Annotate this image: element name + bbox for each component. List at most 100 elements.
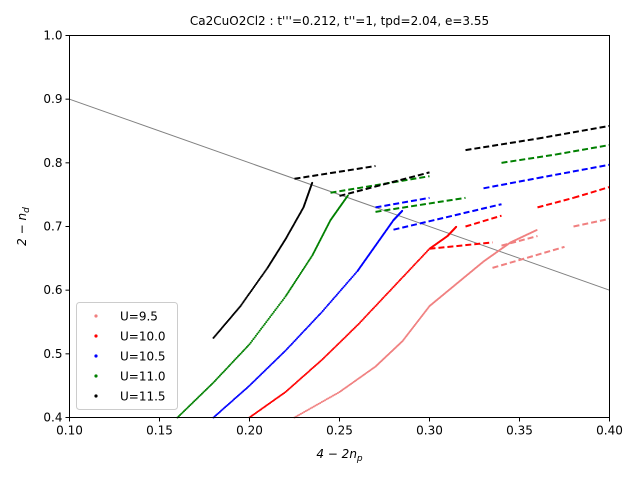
data-point bbox=[323, 308, 326, 311]
data-point bbox=[309, 257, 312, 260]
data-point bbox=[374, 305, 377, 308]
data-point bbox=[341, 339, 344, 342]
data-point bbox=[304, 410, 307, 413]
data-point bbox=[370, 309, 373, 312]
x-axis-label-sub: p bbox=[356, 454, 363, 464]
data-point bbox=[292, 283, 295, 286]
data-point bbox=[293, 383, 296, 386]
data-point bbox=[305, 327, 308, 330]
data-point bbox=[418, 258, 421, 261]
data-point bbox=[274, 309, 277, 312]
data-point bbox=[298, 274, 300, 277]
data-point bbox=[311, 406, 314, 409]
data-point bbox=[323, 356, 326, 359]
data-point bbox=[287, 388, 290, 391]
data-point bbox=[319, 312, 322, 315]
legend-marker bbox=[94, 374, 98, 378]
x-axis-label-main: 4 − 2n bbox=[316, 447, 357, 461]
data-point bbox=[350, 330, 353, 333]
dashed-segment bbox=[483, 177, 538, 190]
data-point bbox=[186, 406, 189, 409]
data-point bbox=[342, 286, 345, 289]
data-point bbox=[307, 260, 310, 263]
data-point bbox=[353, 273, 356, 276]
y-tick-label: 0.9 bbox=[43, 92, 62, 106]
data-point bbox=[300, 270, 303, 273]
data-point bbox=[383, 295, 386, 298]
dashed-segment bbox=[555, 144, 610, 156]
data-point bbox=[316, 362, 319, 365]
data-point bbox=[294, 280, 297, 283]
data-point bbox=[231, 399, 234, 402]
data-point bbox=[216, 377, 219, 380]
data-point bbox=[193, 400, 196, 403]
series-U=10.5 bbox=[212, 163, 610, 419]
data-point bbox=[190, 402, 193, 405]
legend-marker bbox=[94, 394, 98, 398]
data-point bbox=[335, 293, 338, 296]
data-point bbox=[258, 329, 261, 332]
data-point bbox=[312, 405, 315, 408]
data-point bbox=[285, 294, 288, 297]
data-point bbox=[285, 389, 288, 392]
data-point bbox=[346, 281, 349, 284]
legend-items: U=9.5 U=10.0 U=10.5 U=11.0 U=11.5 bbox=[94, 310, 166, 404]
data-point bbox=[328, 302, 331, 305]
data-point bbox=[197, 396, 200, 399]
data-point bbox=[306, 326, 309, 329]
data-point bbox=[253, 379, 256, 382]
dashed-segment bbox=[429, 241, 493, 250]
x-tick-label: 0.20 bbox=[236, 424, 263, 438]
data-point bbox=[243, 389, 246, 392]
data-point bbox=[391, 287, 394, 290]
data-point bbox=[272, 360, 275, 363]
dashed-segment bbox=[294, 165, 376, 180]
data-point bbox=[398, 279, 401, 282]
data-point bbox=[227, 365, 230, 368]
data-point bbox=[356, 324, 359, 327]
data-point bbox=[284, 349, 287, 352]
data-point bbox=[401, 209, 404, 212]
data-point bbox=[303, 411, 306, 414]
data-point bbox=[249, 341, 252, 344]
dashed-segment bbox=[537, 163, 610, 180]
data-point bbox=[329, 350, 332, 353]
data-point bbox=[202, 391, 205, 394]
data-point bbox=[256, 377, 259, 380]
x-axis-label: 4 − 2np bbox=[316, 447, 363, 464]
data-point bbox=[256, 333, 259, 336]
x-tick-label: 0.15 bbox=[146, 424, 173, 438]
data-point bbox=[240, 351, 243, 354]
dashed-segment bbox=[537, 124, 610, 140]
data-point bbox=[351, 329, 354, 332]
data-point bbox=[378, 300, 381, 303]
data-point bbox=[220, 409, 223, 412]
data-point bbox=[343, 336, 346, 339]
data-point bbox=[365, 314, 368, 317]
data-point bbox=[199, 393, 202, 396]
legend-label: U=10.5 bbox=[120, 350, 166, 364]
data-point bbox=[290, 342, 293, 345]
data-point bbox=[265, 321, 268, 324]
data-point bbox=[275, 307, 278, 310]
data-point bbox=[207, 386, 210, 389]
data-point bbox=[288, 387, 291, 390]
data-point bbox=[392, 285, 395, 288]
data-point bbox=[302, 375, 305, 378]
data-point bbox=[188, 405, 191, 408]
data-point bbox=[289, 288, 292, 291]
data-point bbox=[260, 327, 263, 330]
data-point bbox=[321, 357, 324, 360]
data-point bbox=[364, 315, 367, 318]
data-point bbox=[200, 392, 203, 395]
legend-marker bbox=[94, 354, 98, 358]
data-point bbox=[324, 307, 327, 310]
data-point bbox=[315, 363, 318, 366]
data-point bbox=[225, 405, 228, 408]
x-tick-label: 0.25 bbox=[326, 424, 353, 438]
data-point bbox=[221, 408, 224, 411]
data-point bbox=[252, 338, 255, 341]
data-point bbox=[276, 305, 279, 308]
data-point bbox=[371, 307, 374, 310]
data-point bbox=[182, 410, 185, 413]
